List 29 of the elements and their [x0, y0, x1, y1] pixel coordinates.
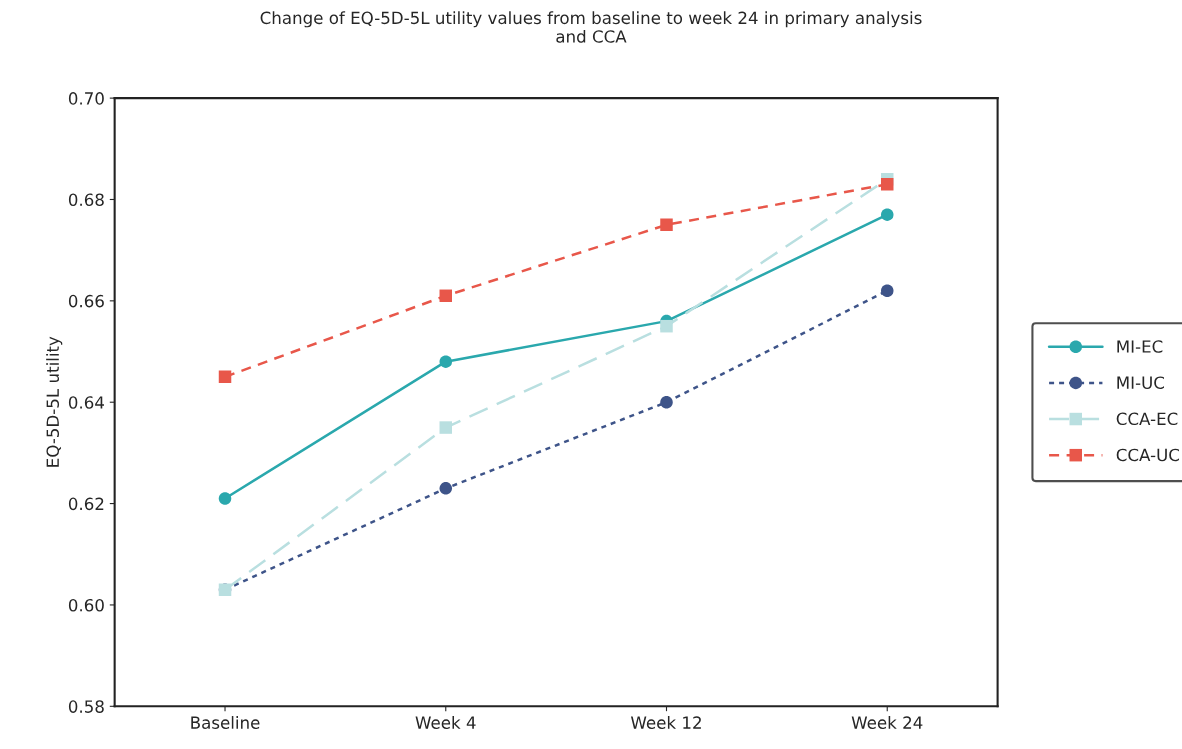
y-axis-title: EQ-5D-5L utility	[46, 336, 63, 467]
y-tick-label: 0.66	[68, 294, 104, 308]
y-tick-label: 0.58	[68, 700, 104, 713]
y-tick-label: 0.60	[68, 598, 104, 612]
point	[660, 218, 673, 232]
point	[439, 482, 453, 495]
y-tick-label: 0.62	[68, 497, 104, 511]
x-tick-label: Week 12	[630, 716, 701, 729]
y-tick-label: 0.68	[68, 193, 104, 207]
point	[880, 178, 894, 191]
legend-label: CCA-UC	[1116, 448, 1180, 462]
point	[880, 284, 894, 297]
point	[660, 319, 673, 333]
x-tick-label: Week 4	[415, 716, 476, 729]
point	[439, 421, 453, 434]
point	[218, 370, 232, 384]
point	[439, 289, 453, 303]
point	[660, 395, 673, 409]
chart-title: Change of EQ-5D-5L utility values from baseline to week 24 in primary analysis and CCA	[260, 11, 922, 43]
point	[439, 355, 453, 368]
x-tick-label: Baseline	[191, 716, 260, 729]
point	[880, 208, 894, 221]
legend-label: CCA-EC	[1116, 412, 1178, 426]
y-tick-label: 0.64	[68, 396, 104, 409]
y-tick-label: 0.70	[68, 92, 104, 105]
x-tick-label: Week 24	[851, 716, 923, 729]
legend-label: MI-EC	[1117, 340, 1163, 353]
legend-label: MI-UC	[1117, 376, 1165, 389]
point	[218, 492, 232, 505]
